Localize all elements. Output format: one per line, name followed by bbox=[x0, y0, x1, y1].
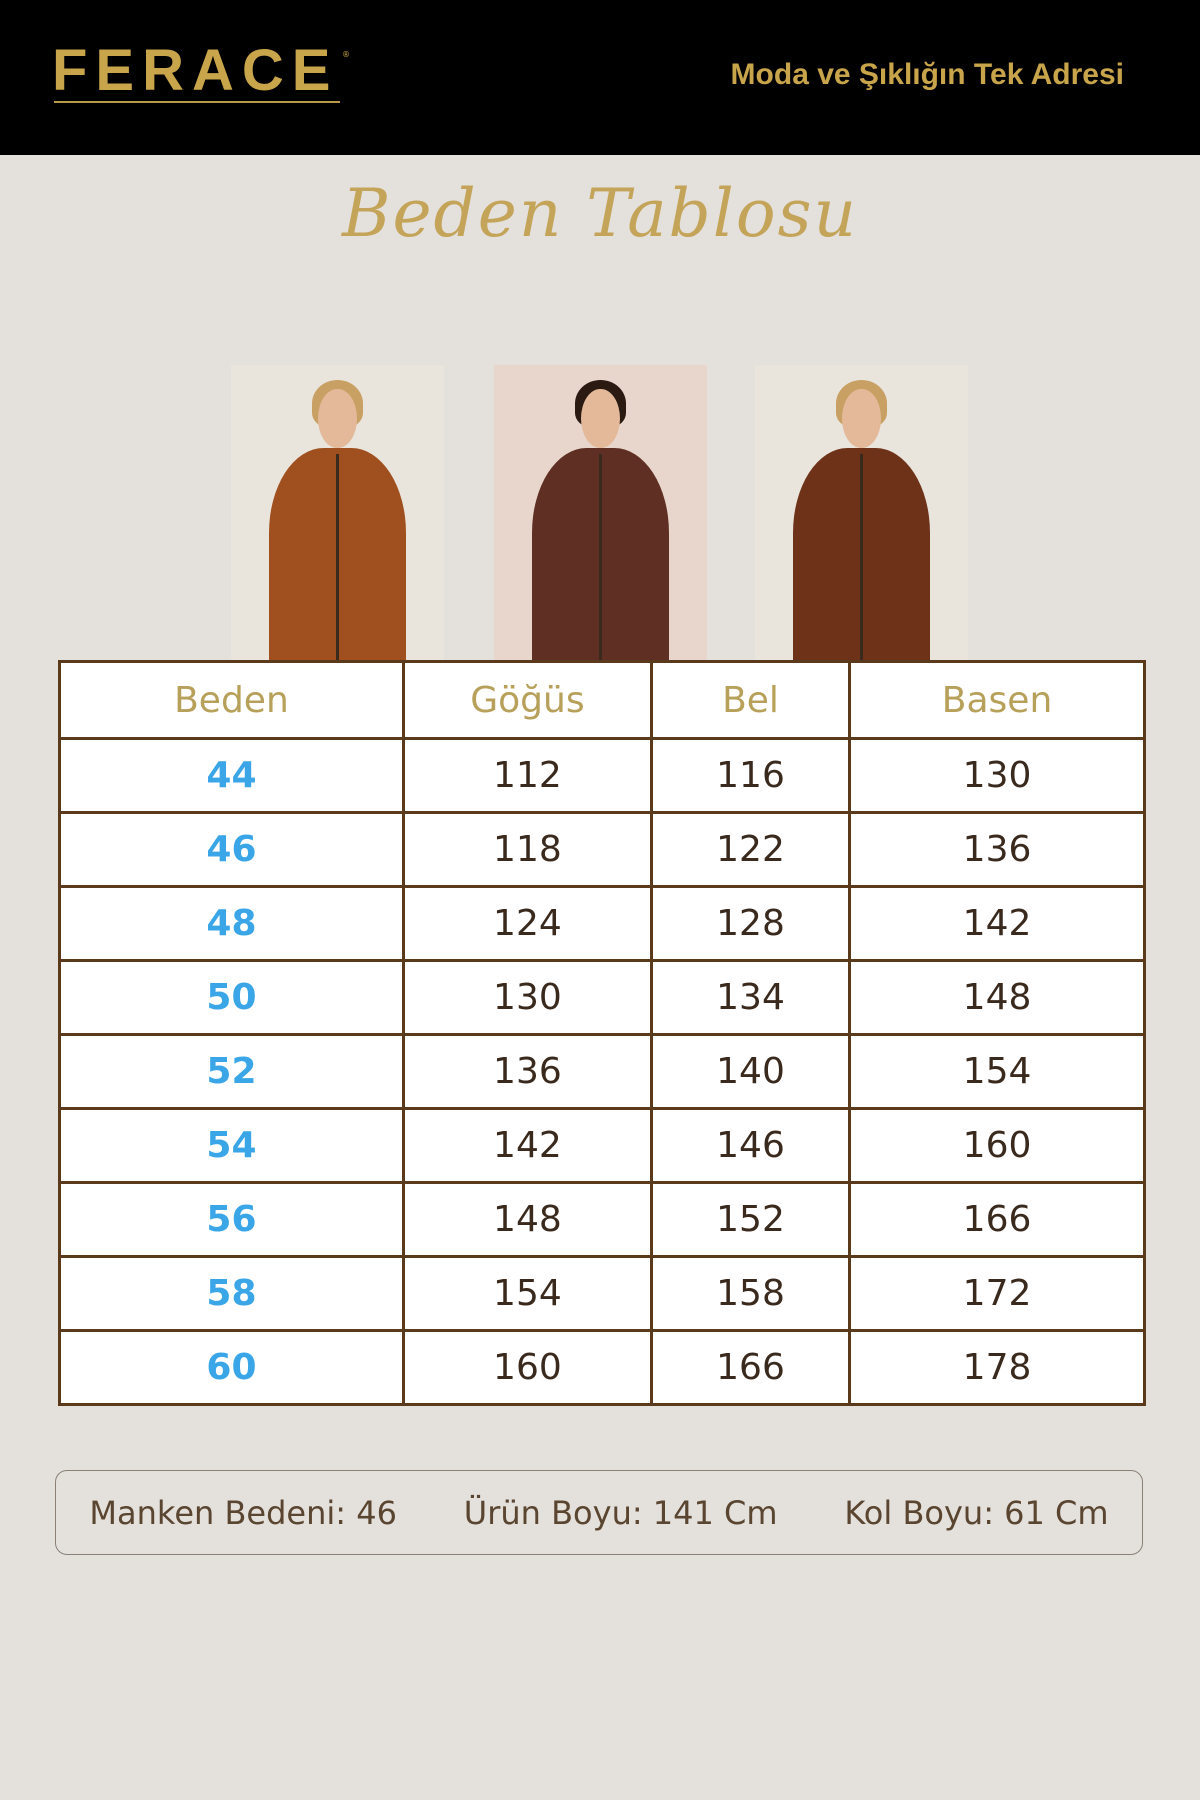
measurement-cell: 136 bbox=[401, 1033, 653, 1110]
column-header: Bel bbox=[649, 660, 852, 740]
product-length: Ürün Boyu: 141 Cm bbox=[463, 1493, 778, 1532]
measurement-cell: 178 bbox=[848, 1329, 1146, 1406]
measurement-cell: 136 bbox=[848, 811, 1146, 888]
measurement-cell: 160 bbox=[401, 1329, 653, 1406]
table-row: 44 112 116 130 bbox=[58, 737, 1146, 814]
measurement-cell: 154 bbox=[848, 1033, 1146, 1110]
header: FERACE ® Moda ve Şıklığın Tek Adresi bbox=[0, 0, 1200, 155]
table-row: 56 148 152 166 bbox=[58, 1181, 1146, 1258]
table-row: 58 154 158 172 bbox=[58, 1255, 1146, 1332]
measurement-cell: 118 bbox=[401, 811, 653, 888]
measurement-cell: 148 bbox=[848, 959, 1146, 1036]
table-row: 52 136 140 154 bbox=[58, 1033, 1146, 1110]
table-row: 48 124 128 142 bbox=[58, 885, 1146, 962]
table-row: 54 142 146 160 bbox=[58, 1107, 1146, 1184]
measurement-cell: 158 bbox=[649, 1255, 852, 1332]
measurement-cell: 172 bbox=[848, 1255, 1146, 1332]
measurement-cell: 160 bbox=[848, 1107, 1146, 1184]
size-cell: 52 bbox=[58, 1033, 405, 1110]
measurement-cell: 130 bbox=[401, 959, 653, 1036]
measurement-cell: 152 bbox=[649, 1181, 852, 1258]
measurement-cell: 142 bbox=[848, 885, 1146, 962]
measurement-cell: 124 bbox=[401, 885, 653, 962]
size-cell: 44 bbox=[58, 737, 405, 814]
table-row: 46 118 122 136 bbox=[58, 811, 1146, 888]
measurement-cell: 166 bbox=[848, 1181, 1146, 1258]
measurement-cell: 140 bbox=[649, 1033, 852, 1110]
brand-logo: FERACE bbox=[52, 38, 339, 103]
table-header-row: Beden Göğüs Bel Basen bbox=[58, 660, 1146, 740]
size-cell: 50 bbox=[58, 959, 405, 1036]
size-cell: 58 bbox=[58, 1255, 405, 1332]
column-header: Basen bbox=[848, 660, 1146, 740]
size-cell: 56 bbox=[58, 1181, 405, 1258]
size-cell: 54 bbox=[58, 1107, 405, 1184]
column-header: Göğüs bbox=[401, 660, 653, 740]
size-cell: 60 bbox=[58, 1329, 405, 1406]
model-size: Manken Bedeni: 46 bbox=[89, 1493, 397, 1532]
model-photo bbox=[494, 365, 707, 660]
measurement-cell: 112 bbox=[401, 737, 653, 814]
measurement-cell: 146 bbox=[649, 1107, 852, 1184]
column-header: Beden bbox=[58, 660, 405, 740]
measurement-cell: 142 bbox=[401, 1107, 653, 1184]
measurement-cell: 130 bbox=[848, 737, 1146, 814]
table-row: 60 160 166 178 bbox=[58, 1329, 1146, 1406]
info-box: Manken Bedeni: 46 Ürün Boyu: 141 Cm Kol … bbox=[55, 1470, 1143, 1555]
measurement-cell: 148 bbox=[401, 1181, 653, 1258]
size-table: Beden Göğüs Bel Basen 44 112 116 130 46 118 122 13… bbox=[58, 660, 1146, 1406]
model-photo bbox=[755, 365, 968, 660]
sleeve-length: Kol Boyu: 61 Cm bbox=[844, 1493, 1109, 1532]
table-row: 50 130 134 148 bbox=[58, 959, 1146, 1036]
model-photo bbox=[231, 365, 444, 660]
measurement-cell: 166 bbox=[649, 1329, 852, 1406]
measurement-cell: 116 bbox=[649, 737, 852, 814]
measurement-cell: 122 bbox=[649, 811, 852, 888]
logo-underline bbox=[54, 101, 340, 103]
registered-mark: ® bbox=[342, 50, 350, 59]
tagline: Moda ve Şıklığın Tek Adresi bbox=[730, 58, 1124, 91]
page-title: Beden Tablosu bbox=[341, 175, 859, 252]
size-cell: 48 bbox=[58, 885, 405, 962]
size-cell: 46 bbox=[58, 811, 405, 888]
measurement-cell: 154 bbox=[401, 1255, 653, 1332]
measurement-cell: 134 bbox=[649, 959, 852, 1036]
measurement-cell: 128 bbox=[649, 885, 852, 962]
